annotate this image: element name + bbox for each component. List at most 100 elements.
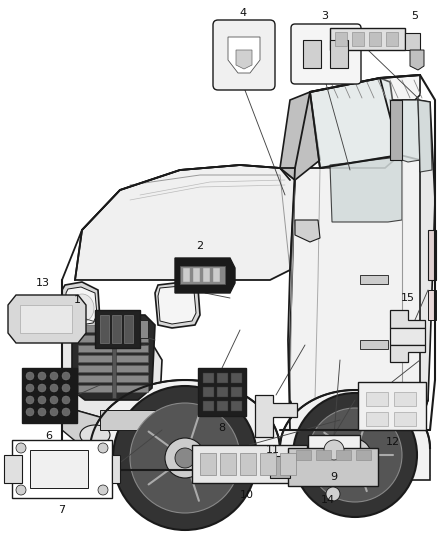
Bar [356,450,371,460]
Bar [203,401,214,411]
Ellipse shape [339,439,371,471]
Polygon shape [75,165,295,280]
Bar [100,410,155,430]
Ellipse shape [98,485,108,495]
Ellipse shape [62,384,70,392]
Bar [78,335,148,342]
Bar [203,373,214,383]
Ellipse shape [50,396,58,404]
Ellipse shape [326,487,340,501]
Text: 9: 9 [330,472,338,482]
Bar [180,266,225,284]
Text: 8: 8 [219,423,226,433]
Bar [30,450,88,488]
Bar [203,268,210,282]
Ellipse shape [16,443,26,453]
Text: 11: 11 [266,445,280,455]
Ellipse shape [38,372,46,380]
Ellipse shape [38,396,46,404]
Ellipse shape [26,384,34,392]
Bar [296,450,311,460]
Bar [369,32,381,46]
Polygon shape [390,310,425,328]
Ellipse shape [62,372,70,380]
Polygon shape [90,380,280,480]
Text: 3: 3 [321,11,328,21]
Ellipse shape [175,448,195,468]
Text: 2: 2 [196,241,204,251]
Polygon shape [72,315,155,400]
Bar [231,373,242,383]
Text: 15: 15 [401,293,415,303]
Polygon shape [310,75,420,168]
Ellipse shape [133,427,157,443]
Bar [360,340,388,349]
Text: 13: 13 [36,278,50,288]
Polygon shape [175,258,235,293]
Bar [260,453,276,475]
FancyBboxPatch shape [213,20,275,90]
Bar [112,320,116,398]
Bar [330,28,405,50]
Bar [4,455,22,483]
Polygon shape [280,92,320,180]
Bar [270,456,290,478]
Ellipse shape [293,393,417,517]
Ellipse shape [70,294,94,322]
Ellipse shape [80,425,110,445]
Polygon shape [295,220,320,242]
Bar [217,373,228,383]
Ellipse shape [98,443,108,453]
Polygon shape [236,50,252,69]
Bar [303,40,321,68]
Bar [78,355,148,362]
Ellipse shape [38,384,46,392]
Ellipse shape [62,408,70,416]
Bar [288,448,378,486]
Ellipse shape [62,396,70,404]
Bar [78,345,148,352]
Bar [240,453,256,475]
Bar [200,453,216,475]
Ellipse shape [38,408,46,416]
Text: 7: 7 [58,505,66,515]
Text: 4: 4 [240,8,247,18]
Bar [112,315,121,343]
Polygon shape [310,78,400,168]
Ellipse shape [50,384,58,392]
Bar [386,32,398,46]
Text: 10: 10 [240,490,254,500]
Bar [193,268,200,282]
Bar [428,290,436,320]
Bar [390,100,402,160]
Polygon shape [290,155,428,430]
Polygon shape [62,340,162,420]
Text: 5: 5 [411,11,418,21]
Text: 6: 6 [46,431,53,441]
Polygon shape [280,390,430,480]
Ellipse shape [130,403,240,513]
Bar [20,305,72,333]
Ellipse shape [26,396,34,404]
Bar [78,375,148,382]
Polygon shape [62,395,168,445]
Bar [140,320,148,338]
Bar [394,412,416,426]
Bar [231,401,242,411]
FancyBboxPatch shape [291,24,361,84]
Bar [112,455,120,483]
Bar [231,387,242,397]
Polygon shape [66,287,97,325]
Bar [203,387,214,397]
Ellipse shape [26,408,34,416]
Text: 1: 1 [74,295,81,305]
Bar [78,385,148,392]
Polygon shape [95,310,140,348]
Polygon shape [62,282,100,330]
Bar [428,230,436,280]
Polygon shape [22,368,77,423]
Ellipse shape [324,440,344,460]
Ellipse shape [50,372,58,380]
Ellipse shape [16,485,26,495]
Bar [100,315,109,343]
